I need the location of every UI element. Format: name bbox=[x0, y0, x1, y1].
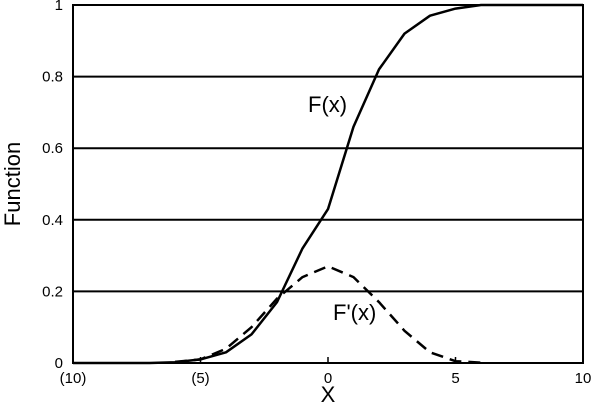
x-tick-label: 10 bbox=[575, 370, 592, 387]
y-tick-label: 0.8 bbox=[42, 69, 63, 86]
x-axis-label: X bbox=[321, 382, 336, 407]
x-tick-label: (10) bbox=[60, 370, 87, 387]
series-label: F(x) bbox=[308, 92, 347, 117]
x-tick-label: 0 bbox=[324, 370, 332, 387]
y-tick-label: 0 bbox=[55, 355, 63, 372]
y-tick-label: 1 bbox=[55, 0, 63, 14]
series-line bbox=[174, 265, 482, 364]
x-tick-label: 5 bbox=[451, 370, 459, 387]
x-tick-label: (5) bbox=[191, 370, 209, 387]
y-tick-label: 0.2 bbox=[42, 283, 63, 300]
plot-frame bbox=[72, 4, 584, 364]
series-label: F'(x) bbox=[333, 300, 376, 325]
y-tick-label: 0.4 bbox=[42, 212, 63, 229]
y-tick-label: 0.6 bbox=[42, 140, 63, 157]
y-axis-label: Function bbox=[0, 142, 25, 226]
series-line bbox=[73, 3, 583, 365]
